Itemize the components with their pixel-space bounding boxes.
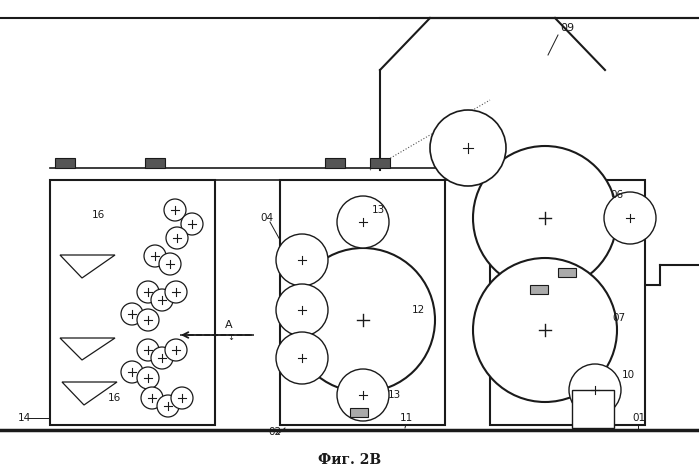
Circle shape <box>151 347 173 369</box>
Text: 11: 11 <box>400 413 413 423</box>
Circle shape <box>137 339 159 361</box>
Bar <box>370 158 390 168</box>
Bar <box>50 180 215 425</box>
Circle shape <box>157 395 179 417</box>
Circle shape <box>276 234 328 286</box>
Bar <box>558 268 576 277</box>
Text: 01: 01 <box>632 413 645 423</box>
Circle shape <box>144 245 166 267</box>
Bar <box>280 180 445 425</box>
Circle shape <box>473 258 617 402</box>
Bar <box>530 285 548 294</box>
Circle shape <box>151 289 173 311</box>
Circle shape <box>181 213 203 235</box>
Circle shape <box>137 367 159 389</box>
Text: 06: 06 <box>610 190 623 200</box>
Circle shape <box>604 192 656 244</box>
Text: 16: 16 <box>92 210 106 220</box>
Circle shape <box>121 361 143 383</box>
Bar <box>325 158 345 168</box>
Bar <box>350 408 368 417</box>
Circle shape <box>171 387 193 409</box>
Bar <box>490 180 645 425</box>
Circle shape <box>165 339 187 361</box>
Circle shape <box>276 332 328 384</box>
Text: 12: 12 <box>412 305 425 315</box>
Circle shape <box>337 196 389 248</box>
Circle shape <box>137 281 159 303</box>
Circle shape <box>121 303 143 325</box>
Circle shape <box>473 146 617 290</box>
Circle shape <box>141 387 163 409</box>
Text: 16: 16 <box>108 393 121 403</box>
Text: 14: 14 <box>18 413 31 423</box>
Circle shape <box>164 199 186 221</box>
Circle shape <box>137 309 159 331</box>
Text: 02: 02 <box>268 427 281 437</box>
Text: 13: 13 <box>388 390 401 400</box>
Bar <box>145 158 165 168</box>
Text: A: A <box>225 320 233 330</box>
Circle shape <box>569 364 621 416</box>
Circle shape <box>430 110 506 186</box>
Circle shape <box>276 284 328 336</box>
Text: 07: 07 <box>612 313 625 323</box>
Circle shape <box>337 369 389 421</box>
Text: 09: 09 <box>560 23 574 33</box>
Text: 04: 04 <box>260 213 273 223</box>
Circle shape <box>159 253 181 275</box>
Text: Фиг. 2В: Фиг. 2В <box>318 453 381 467</box>
Text: ↓: ↓ <box>227 334 234 343</box>
Bar <box>55 158 75 168</box>
Circle shape <box>291 248 435 392</box>
Circle shape <box>166 227 188 249</box>
Bar <box>572 390 614 428</box>
Text: 13: 13 <box>372 205 385 215</box>
Circle shape <box>165 281 187 303</box>
Text: 10: 10 <box>622 370 635 380</box>
